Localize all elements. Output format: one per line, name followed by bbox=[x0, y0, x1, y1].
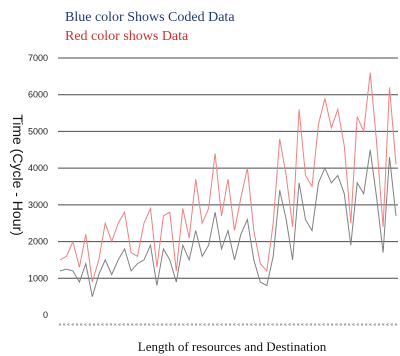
x-tick-label: « bbox=[144, 322, 147, 328]
x-tick-label: « bbox=[297, 322, 300, 328]
x-tick-label: « bbox=[71, 322, 74, 328]
x-tick-label: « bbox=[67, 322, 70, 328]
y-tick-label: 7000 bbox=[28, 53, 48, 63]
x-tick-label: « bbox=[131, 322, 134, 328]
x-tick-label: « bbox=[169, 322, 172, 328]
x-tick-label: « bbox=[263, 322, 266, 328]
x-tick-label: « bbox=[369, 322, 372, 328]
x-tick-label: « bbox=[293, 322, 296, 328]
y-axis-label: Time (Cycle - Hour) bbox=[10, 114, 26, 236]
x-tick-label: « bbox=[152, 322, 155, 328]
x-tick-label: « bbox=[148, 322, 151, 328]
x-tick-label: « bbox=[127, 322, 130, 328]
x-tick-label: « bbox=[173, 322, 176, 328]
x-tick-label: « bbox=[335, 322, 338, 328]
series-lines bbox=[59, 72, 397, 297]
legend-blue-text: Blue color Shows Coded Data bbox=[65, 10, 235, 25]
x-tick-label: « bbox=[195, 322, 198, 328]
x-tick-label: « bbox=[178, 322, 181, 328]
x-tick-label: « bbox=[118, 322, 121, 328]
x-tick-label: « bbox=[233, 322, 236, 328]
x-tick-label: « bbox=[378, 322, 381, 328]
x-tick-label: « bbox=[276, 322, 279, 328]
x-tick-label: « bbox=[207, 322, 210, 328]
x-tick-label: « bbox=[63, 322, 66, 328]
x-tick-label: « bbox=[241, 322, 244, 328]
x-tick-label: « bbox=[352, 322, 355, 328]
x-tick-label: « bbox=[250, 322, 253, 328]
x-tick-label: « bbox=[59, 322, 62, 328]
x-tick-label: « bbox=[110, 322, 113, 328]
x-tick-label: « bbox=[331, 322, 334, 328]
x-tick-label: « bbox=[339, 322, 342, 328]
x-tick-label: « bbox=[344, 322, 347, 328]
x-tick-label: « bbox=[395, 322, 398, 328]
x-tick-label: « bbox=[224, 322, 227, 328]
x-tick-label: « bbox=[122, 322, 125, 328]
x-tick-label: « bbox=[254, 322, 257, 328]
x-tick-label: « bbox=[88, 322, 91, 328]
x-tick-label: « bbox=[284, 322, 287, 328]
x-tick-label: « bbox=[305, 322, 308, 328]
series-line-gray bbox=[59, 149, 397, 297]
x-tick-label: « bbox=[373, 322, 376, 328]
x-tick-label: « bbox=[203, 322, 206, 328]
x-tick-label: « bbox=[84, 322, 87, 328]
x-tick-label: « bbox=[288, 322, 291, 328]
x-tick-label: « bbox=[190, 322, 193, 328]
x-tick-label: « bbox=[301, 322, 304, 328]
x-tick-label: « bbox=[182, 322, 185, 328]
x-tick-label: « bbox=[161, 322, 164, 328]
x-tick-label: « bbox=[76, 322, 79, 328]
x-tick-label: « bbox=[382, 322, 385, 328]
x-tick-label: « bbox=[386, 322, 389, 328]
x-tick-label: « bbox=[93, 322, 96, 328]
x-tick-label: « bbox=[322, 322, 325, 328]
x-tick-label: « bbox=[267, 322, 270, 328]
x-tick-label: « bbox=[271, 322, 274, 328]
x-tick-label: « bbox=[139, 322, 142, 328]
x-axis-label: Length of resources and Destination bbox=[138, 339, 327, 354]
x-tick-label: « bbox=[220, 322, 223, 328]
y-tick-label: 5000 bbox=[28, 126, 48, 136]
x-tick-label: « bbox=[229, 322, 232, 328]
x-tick-label: « bbox=[318, 322, 321, 328]
x-tick-label: « bbox=[105, 322, 108, 328]
legend-red-text: Red color shows Data bbox=[65, 29, 189, 44]
x-tick-label: « bbox=[114, 322, 117, 328]
x-tick-label: « bbox=[199, 322, 202, 328]
x-tick-label: « bbox=[135, 322, 138, 328]
x-tick-label: « bbox=[186, 322, 189, 328]
x-tick-label: « bbox=[246, 322, 249, 328]
x-tick-label: « bbox=[310, 322, 313, 328]
x-tick-label: « bbox=[348, 322, 351, 328]
x-tick-label: « bbox=[390, 322, 393, 328]
x-tick-label: « bbox=[101, 322, 104, 328]
x-tick-label: « bbox=[280, 322, 283, 328]
x-tick-label: « bbox=[97, 322, 100, 328]
y-axis-ticks: 0 1000 2000 3000 4000 5000 6000 7000 bbox=[28, 53, 48, 320]
x-tick-label: « bbox=[165, 322, 168, 328]
x-tick-label: « bbox=[216, 322, 219, 328]
x-tick-label: « bbox=[361, 322, 364, 328]
y-tick-label: 3000 bbox=[28, 200, 48, 210]
x-tick-label: « bbox=[259, 322, 262, 328]
gridlines bbox=[58, 57, 398, 279]
series-line-red bbox=[59, 72, 397, 283]
x-tick-label: « bbox=[356, 322, 359, 328]
y-tick-label: 4000 bbox=[28, 163, 48, 173]
x-tick-label: « bbox=[314, 322, 317, 328]
y-tick-label: 2000 bbox=[28, 237, 48, 247]
x-tick-label: « bbox=[365, 322, 368, 328]
y-tick-label: 1000 bbox=[28, 273, 48, 283]
x-axis-ticks: ««««««««««««««««««««««««««««««««««««««««… bbox=[59, 322, 398, 328]
x-tick-label: « bbox=[212, 322, 215, 328]
x-tick-label: « bbox=[237, 322, 240, 328]
y-tick-label: 0 bbox=[43, 310, 48, 320]
x-tick-label: « bbox=[327, 322, 330, 328]
y-tick-label: 6000 bbox=[28, 90, 48, 100]
x-tick-label: « bbox=[156, 322, 159, 328]
x-tick-label: « bbox=[80, 322, 83, 328]
